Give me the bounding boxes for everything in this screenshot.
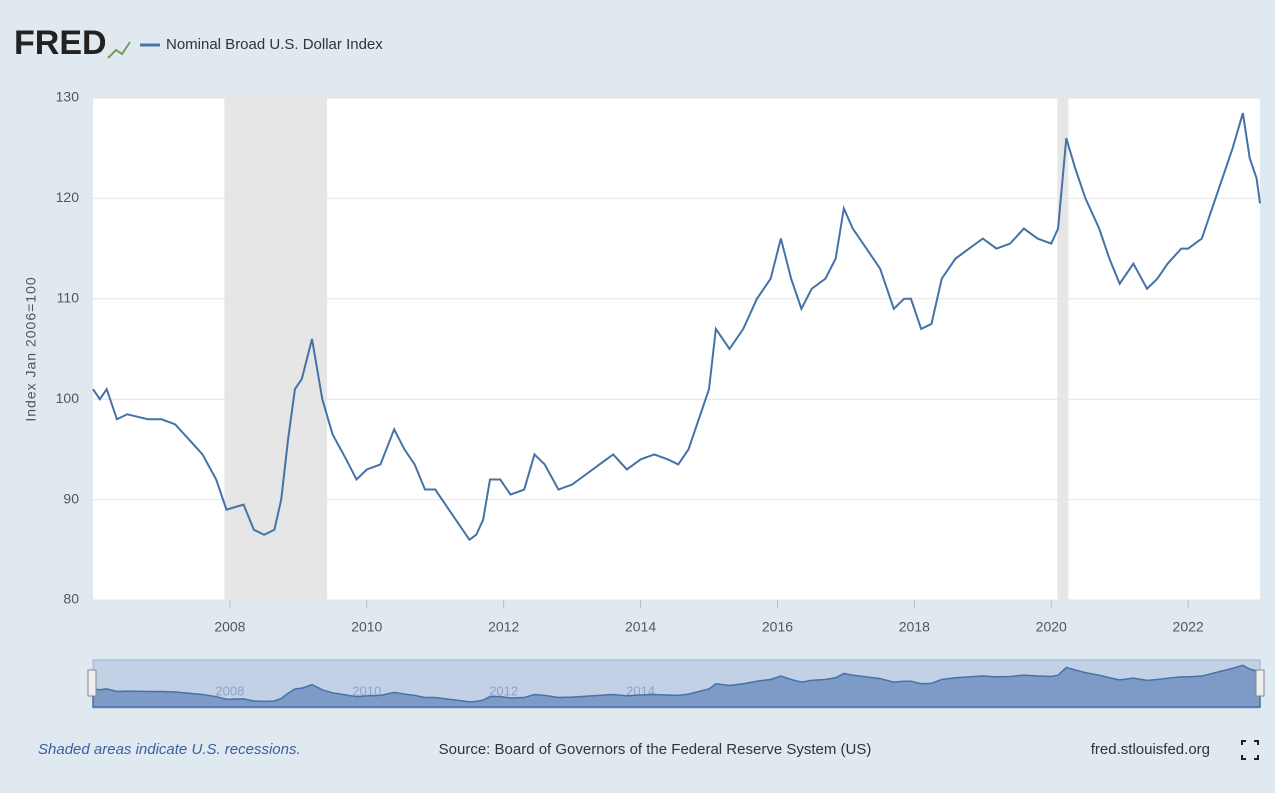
navigator-area [92,664,1261,708]
source: Source: Board of Governors of the Federa… [439,741,872,758]
y-tick-label: 110 [57,290,80,306]
series-line [92,112,1261,542]
x-tick-label: 2018 [899,619,930,635]
legend-label: Nominal Broad U.S. Dollar Index [166,36,383,53]
y-tick-label: 90 [63,490,79,506]
x-tick-label: 2016 [762,619,793,635]
y-tick-label: 80 [63,591,79,607]
y-tick-label: 130 [56,89,80,105]
x-tick-label: 2010 [351,619,382,635]
x-tick-label: 2012 [488,619,519,635]
x-tick-label: 2022 [1173,619,1204,635]
navigator-tick-label: 2012 [489,683,518,698]
navigator-handle[interactable] [1255,669,1265,697]
logo-icon [107,41,131,59]
navigator-handle[interactable] [87,669,97,697]
logo: FRED [14,24,107,62]
site: fred.stlouisfed.org [1091,741,1210,758]
y-tick-label: 120 [56,189,80,205]
navigator-tick-label: 2008 [215,683,244,698]
x-tick-label: 2014 [625,619,656,635]
x-tick-label: 2008 [214,619,245,635]
fullscreen-button[interactable] [1241,740,1259,760]
navigator-tick-label: 2010 [352,683,381,698]
x-tick-label: 2020 [1036,619,1067,635]
y-tick-label: 100 [56,390,80,406]
recession-band [1057,98,1069,600]
y-axis-label: Index Jan 2006=100 [23,276,39,421]
recession-note: Shaded areas indicate U.S. recessions. [38,741,301,758]
